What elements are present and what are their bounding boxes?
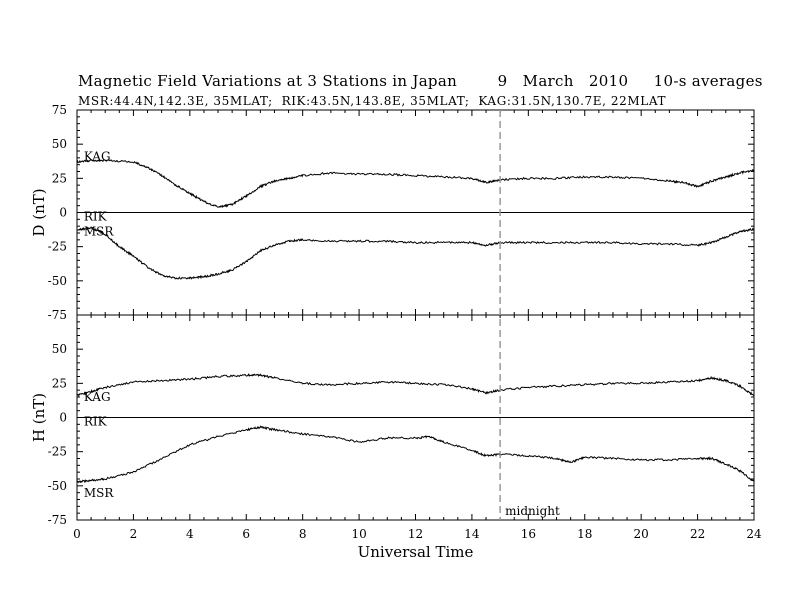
y-tick-label: -25 [48, 445, 67, 459]
y-tick-label: -75 [48, 308, 67, 322]
station-label-kag: KAG [84, 390, 111, 404]
x-tick-label: 4 [186, 527, 194, 541]
station-label-msr: MSR [84, 225, 115, 239]
averaging-note: 10-s averages [653, 72, 763, 90]
date-month: March [522, 72, 574, 90]
y-tick-label: 50 [52, 342, 67, 356]
x-tick-label: 0 [73, 527, 81, 541]
y-tick-label: 25 [52, 376, 67, 390]
x-tick-label: 12 [408, 527, 423, 541]
y-tick-label: -50 [48, 479, 67, 493]
station-label-msr: MSR [84, 486, 115, 500]
y-tick-label: -50 [48, 274, 67, 288]
x-tick-label: 6 [242, 527, 250, 541]
x-tick-label: 18 [577, 527, 592, 541]
x-tick-label: 20 [634, 527, 649, 541]
date-year: 2010 [588, 72, 629, 90]
title-text: Magnetic Field Variations at 3 Stations … [78, 72, 458, 90]
chart-title: Magnetic Field Variations at 3 Stations … [78, 72, 763, 90]
y-tick-label: -75 [48, 513, 67, 527]
y-tick-label: 50 [52, 137, 67, 151]
y-tick-label: 75 [52, 103, 67, 117]
station-label-rik: RIK [84, 210, 108, 224]
y-tick-label: -25 [48, 240, 67, 254]
series-line-kag [76, 373, 755, 397]
x-tick-label: 24 [746, 527, 762, 541]
y-tick-label: 0 [59, 206, 67, 220]
x-tick-label: 16 [521, 527, 536, 541]
date-day: 9 [497, 72, 508, 90]
y-tick-label: 25 [52, 171, 67, 185]
series-line-kag [76, 158, 755, 209]
y-axis-title: D (nT) [30, 188, 48, 236]
series-line-rik [76, 425, 755, 484]
x-tick-label: 10 [351, 527, 366, 541]
x-tick-label: 14 [464, 527, 480, 541]
x-axis-title: Universal Time [358, 543, 474, 561]
midnight-label: midnight [505, 504, 560, 518]
x-tick-label: 22 [690, 527, 705, 541]
y-tick-label: 0 [59, 411, 67, 425]
x-tick-label: 8 [299, 527, 307, 541]
y-axis-title: H (nT) [30, 393, 48, 442]
x-tick-label: 2 [130, 527, 138, 541]
series-line-rik [77, 226, 755, 280]
station-label-rik: RIK [84, 415, 108, 429]
station-label-kag: KAG [84, 150, 111, 164]
stations-subtitle: MSR:44.4N,142.3E, 35MLAT; RIK:43.5N,143.… [78, 94, 667, 108]
